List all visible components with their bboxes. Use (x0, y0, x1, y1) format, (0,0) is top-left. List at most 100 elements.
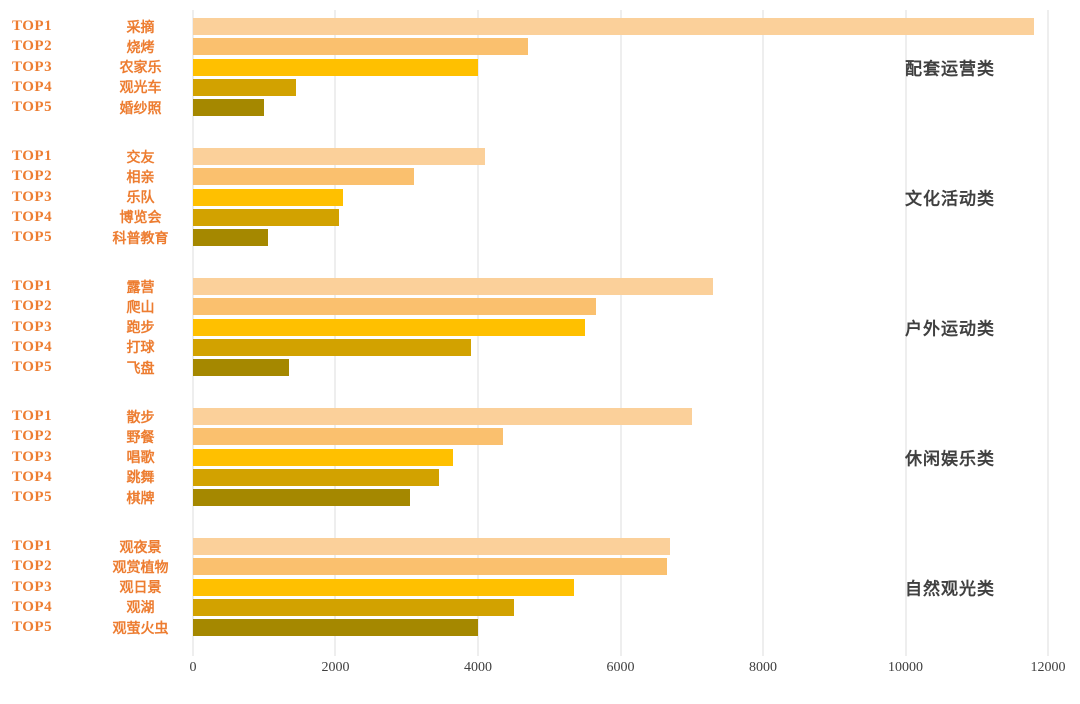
item-name-label: 野餐 (126, 428, 155, 445)
bar-track (193, 78, 1048, 96)
bar-track (193, 359, 1048, 376)
rank-label: TOP1 (12, 538, 53, 554)
bar-row: TOP3 乐队 (0, 188, 1080, 206)
item-name-label: 相亲 (126, 168, 155, 185)
rank-label: TOP3 (12, 578, 53, 595)
bar-track (193, 318, 1048, 336)
bar-track (193, 558, 1048, 576)
item-name-label: 交友 (126, 148, 155, 165)
bar (193, 168, 414, 186)
chart-group-1: TOP1 采摘 TOP2 烧烤 TOP3 农家乐 TOP4 观光车 TOP5 婚纱照 配套运营类 (0, 18, 1080, 116)
bar-track (193, 578, 1048, 596)
chart-group-4: TOP1 散步 TOP2 野餐 TOP3 唱歌 TOP4 跳舞 TOP5 棋牌 休闲娱乐类 (0, 408, 1080, 506)
bar-row: TOP2 相亲 (0, 168, 1080, 186)
item-name-label: 婚纱照 (119, 99, 162, 116)
gridline (1047, 10, 1049, 656)
bar (193, 338, 471, 356)
bar (193, 78, 297, 96)
bar-row: TOP4 打球 (0, 338, 1080, 356)
bar-row: TOP1 交友 (0, 148, 1080, 165)
bar (193, 318, 585, 336)
chart-group-3: TOP1 露营 TOP2 爬山 TOP3 跑步 TOP4 打球 TOP5 飞盘 户外运动类 (0, 278, 1080, 376)
bar (193, 489, 411, 506)
bar-row: TOP2 爬山 (0, 298, 1080, 316)
bar-row: TOP2 野餐 (0, 428, 1080, 446)
bar-track (193, 188, 1048, 206)
bar-row: TOP4 观湖 (0, 598, 1080, 616)
rank-label: TOP3 (12, 58, 53, 75)
rank-label: TOP2 (12, 428, 53, 445)
bar-track (193, 99, 1048, 116)
item-name-label: 跑步 (126, 319, 155, 335)
x-axis: 0 2000 4000 6000 8000 10000 12000 (190, 660, 1066, 680)
bar-track (193, 489, 1048, 506)
item-name-label: 唱歌 (126, 449, 155, 465)
bar-track (193, 38, 1048, 56)
bar-track (193, 428, 1048, 446)
bar (193, 598, 514, 616)
bar-track (193, 598, 1048, 616)
rank-label: TOP5 (12, 359, 53, 375)
item-name-label: 观夜景 (119, 538, 162, 555)
chart-group-5: TOP1 观夜景 TOP2 观赏植物 TOP3 观日景 TOP4 观湖 TOP5 观萤火虫 自然观光… (0, 538, 1080, 636)
bar-row: TOP5 婚纱照 (0, 99, 1080, 116)
bar-row: TOP1 采摘 (0, 18, 1080, 35)
x-axis-tick-label: 4000 (463, 660, 492, 675)
bar-row: TOP4 跳舞 (0, 468, 1080, 486)
bar-row: TOP5 飞盘 (0, 359, 1080, 376)
item-name-label: 科普教育 (112, 229, 169, 246)
item-name-label: 观萤火虫 (112, 619, 169, 636)
rank-label: TOP5 (12, 229, 53, 245)
item-name-label: 观赏植物 (112, 558, 169, 575)
bar (193, 148, 486, 165)
item-name-label: 跳舞 (126, 469, 155, 486)
bar (193, 619, 478, 636)
bar (193, 188, 343, 206)
item-name-label: 观湖 (126, 599, 155, 616)
item-name-label: 采摘 (126, 18, 155, 35)
bar (193, 58, 478, 76)
bar-track (193, 619, 1048, 636)
bar (193, 428, 503, 446)
chart-groups: TOP1 采摘 TOP2 烧烤 TOP3 农家乐 TOP4 观光车 TOP5 婚纱照 配套运营类 TO… (0, 10, 1080, 636)
group-label: 自然观光类 (905, 579, 995, 599)
bar-track (193, 468, 1048, 486)
bar (193, 558, 667, 576)
bar-track (193, 229, 1048, 246)
rank-label: TOP4 (12, 78, 53, 95)
bar-row: TOP4 博览会 (0, 208, 1080, 226)
gridline (620, 10, 621, 656)
gridline (905, 10, 906, 656)
bar-track (193, 338, 1048, 356)
bar (193, 99, 265, 116)
bar (193, 408, 692, 425)
bar-row: TOP2 观赏植物 (0, 558, 1080, 576)
bar-track (193, 448, 1048, 466)
chart-group-2: TOP1 交友 TOP2 相亲 TOP3 乐队 TOP4 博览会 TOP5 科普教育 文化活动类 (0, 148, 1080, 246)
rank-label: TOP2 (12, 168, 53, 185)
rank-label: TOP4 (12, 208, 53, 225)
item-name-label: 露营 (126, 278, 155, 295)
x-axis-tick-label: 10000 (888, 660, 923, 675)
bar-track (193, 148, 1048, 165)
rank-label: TOP1 (12, 18, 53, 34)
bar-row: TOP2 烧烤 (0, 38, 1080, 56)
bar-row: TOP3 农家乐 (0, 58, 1080, 76)
bar-track (193, 278, 1048, 295)
bar (193, 229, 268, 246)
bar-track (193, 298, 1048, 316)
rank-label: TOP5 (12, 489, 53, 505)
bar-row: TOP1 散步 (0, 408, 1080, 425)
bar-track (193, 18, 1048, 35)
item-name-label: 乐队 (126, 189, 155, 205)
rank-label: TOP4 (12, 338, 53, 355)
rank-label: TOP2 (12, 38, 53, 55)
bar-row: TOP5 观萤火虫 (0, 619, 1080, 636)
group-label: 配套运营类 (905, 59, 995, 79)
item-name-label: 爬山 (126, 298, 155, 315)
item-name-label: 打球 (126, 339, 155, 356)
bar (193, 538, 671, 555)
bar-track (193, 208, 1048, 226)
rank-label: TOP5 (12, 99, 53, 115)
